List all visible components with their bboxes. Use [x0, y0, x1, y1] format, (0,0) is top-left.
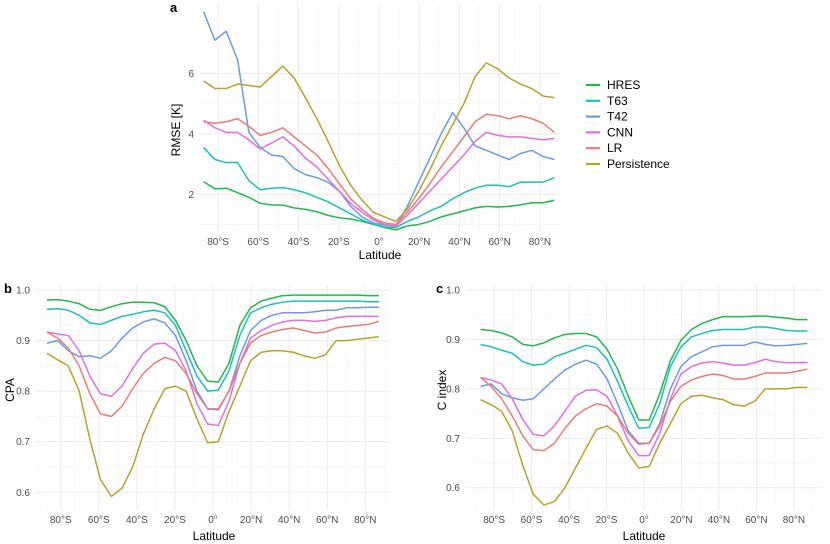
- legend-label-lr: LR: [607, 141, 623, 155]
- panel-c-xlabel: Latitude: [623, 529, 666, 543]
- panel-c-y-tick-label: 0.8: [446, 384, 460, 395]
- panel-b-x-tick-label: 20°N: [240, 515, 262, 526]
- panel-a-xlabel: Latitude: [359, 248, 402, 262]
- panel-b-x-tick-label: 80°S: [50, 515, 72, 526]
- panel-b-x-tick-label: 20°S: [164, 515, 186, 526]
- panel-a: a 80°S 60°S 40°S 20°S 0° 20°N 40°N 60°N 80°N246 …: [169, 0, 560, 262]
- panel-a-x-tick-label: 60°N: [488, 237, 510, 248]
- panel-b-series-t63: [47, 300, 379, 392]
- panel-a-x-tick-label: 80°N: [529, 237, 551, 248]
- panel-c-x-tick-label: 80°N: [783, 515, 805, 526]
- legend-label-persistence: Persistence: [607, 157, 670, 171]
- panel-c-series-cnn: [480, 358, 808, 457]
- legend-label-t42: T42: [607, 110, 628, 124]
- panel-b-x-tick-label: 60°S: [88, 515, 110, 526]
- panel-a-x-tick-label: 20°S: [328, 237, 350, 248]
- panel-a-y-tick-label: 2: [188, 190, 194, 201]
- panel-a-x-tick-label: 80°S: [207, 237, 229, 248]
- panel-c-x-tick-label: 20°N: [670, 515, 692, 526]
- panel-c-series-hres: [480, 315, 808, 421]
- panel-a-series-cnn: [203, 119, 555, 227]
- panel-b-ylabel: CPA: [3, 378, 17, 402]
- panel-c-y-tick-label: 1.0: [446, 285, 460, 296]
- legend-label-hres: HRES: [607, 78, 640, 92]
- panel-a-ylabel: RMSE [K]: [169, 104, 183, 157]
- panel-b-xlabel: Latitude: [193, 529, 236, 543]
- panel-c-x-tick-label: 40°N: [708, 515, 730, 526]
- panel-c-x-tick-label: 20°S: [596, 515, 618, 526]
- panel-b-series-cnn: [46, 315, 379, 427]
- panel-c-x-tick-label: 40°S: [558, 515, 580, 526]
- panel-c-y-tick-label: 0.9: [446, 335, 460, 346]
- panel-c-y-tick-label: 0.7: [446, 434, 460, 445]
- panel-b-series-persistence: [46, 335, 380, 498]
- panel-a-x-tick-label: 40°S: [288, 237, 310, 248]
- panel-b-x-tick-label: 60°N: [316, 515, 338, 526]
- panel-b: b 80°S 60°S 40°S 20°S 0° 20°N 40°N 60°N 80°N 0.6 0…: [3, 281, 390, 543]
- panel-b-x-tick-label: 40°S: [126, 515, 148, 526]
- panel-a-series-lr: [203, 113, 555, 226]
- panel-a-x-tick-label: 0°: [374, 237, 384, 248]
- panel-a-series-t63: [203, 146, 555, 229]
- panel-b-letter: b: [4, 281, 12, 296]
- panel-c-x-tick-label: 60°N: [745, 515, 767, 526]
- panel-c-x-tick-label: 80°S: [483, 515, 505, 526]
- panel-b-y-tick-label: 0.6: [16, 488, 30, 499]
- panel-b-series-hres: [47, 294, 379, 383]
- panel-b-y-tick-label: 1.0: [16, 286, 30, 297]
- panel-b-y-tick-label: 0.8: [16, 387, 30, 398]
- panel-b-series-lr: [46, 320, 380, 418]
- legend-label-cnn: CNN: [607, 125, 633, 139]
- panel-a-x-tick-label: 40°N: [448, 237, 470, 248]
- panel-c-series-t63: [480, 326, 808, 430]
- panel-a-x-tick-label: 20°N: [408, 237, 430, 248]
- panel-a-y-tick-label: 4: [188, 129, 194, 140]
- panel-c-series-persistence: [480, 386, 808, 506]
- legend-label-t63: T63: [607, 94, 628, 108]
- panel-c-plot: 80°S 60°S 40°S 20°S 0° 20°N 40°N 60°N 80°N 0.6 0.7…: [446, 285, 822, 526]
- panel-c-letter: c: [436, 281, 443, 296]
- panel-c-y-tick-label: 0.6: [446, 483, 460, 494]
- panel-a-plot: 80°S 60°S 40°S 20°S 0° 20°N 40°N 60°N 80°N 2 4 6: [188, 4, 560, 248]
- panel-b-x-tick-label: 40°N: [278, 515, 300, 526]
- panel-c-ylabel: C index: [435, 370, 449, 411]
- panel-c-x-tick-label: 60°S: [521, 515, 543, 526]
- panel-a-x-tick-label: 60°S: [247, 237, 269, 248]
- panel-c-series-lr: [480, 368, 808, 452]
- panel-c: c 80°S 60°S 40°S 20°S 0° 20°N 40°N 60°N 80°N 0.6 0…: [435, 281, 822, 543]
- panel-a-series-persistence: [203, 62, 555, 223]
- panel-c-x-tick-label: 0°: [639, 515, 649, 526]
- panel-b-y-tick-label: 0.7: [16, 437, 30, 448]
- panel-b-x-tick-label: 80°N: [354, 515, 376, 526]
- panel-a-y-tick-label: 6: [188, 69, 194, 80]
- panel-b-x-tick-label: 0°: [208, 515, 218, 526]
- panel-a-letter: a: [170, 0, 178, 15]
- panel-b-y-tick-label: 0.9: [16, 336, 30, 347]
- panel-b-plot: 80°S 60°S 40°S 20°S 0° 20°N 40°N 60°N 80°N 0.6 0.7…: [16, 285, 390, 526]
